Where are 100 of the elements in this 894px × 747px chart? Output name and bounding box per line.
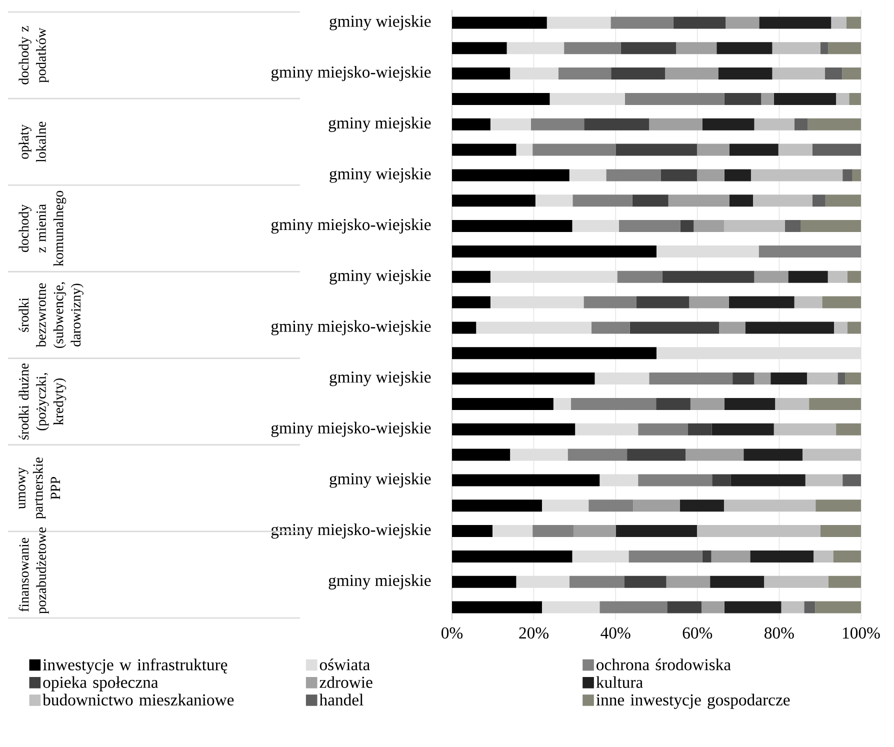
bar: [649, 372, 733, 385]
text: środki bezzwrotne (subwencje, darowizny): [18, 282, 84, 348]
bar: [745, 322, 834, 334]
bar: [575, 423, 638, 436]
bar: [847, 322, 861, 334]
bar: [744, 448, 803, 461]
legend-label: handel: [319, 694, 364, 706]
x-tick-label: 40%: [600, 627, 630, 639]
bar: [569, 576, 624, 588]
bar: [689, 296, 729, 308]
bar: [845, 372, 861, 385]
bar: [772, 42, 820, 54]
bar: [732, 372, 754, 385]
bar: [753, 194, 812, 207]
bar: [828, 576, 861, 588]
y-tick-label: gminy wiejskie: [330, 269, 431, 284]
bar: [572, 550, 629, 562]
bar: [452, 550, 572, 562]
bar: [490, 296, 584, 308]
bar: [696, 144, 730, 156]
bar: [530, 118, 584, 130]
bar: [656, 245, 759, 258]
bar: [729, 194, 754, 207]
bar: [666, 576, 710, 588]
bar: [492, 525, 533, 538]
legend-label: inne inwestycje gospodarcze: [596, 694, 790, 709]
bar: [452, 42, 507, 54]
bar: [452, 245, 656, 258]
bar: [476, 322, 592, 334]
bar: [620, 42, 676, 54]
bar: [452, 220, 572, 232]
bar: [624, 576, 666, 588]
legend-label: ochrona środowiska: [596, 658, 731, 670]
bar: [571, 398, 656, 410]
bar: [805, 474, 843, 486]
bar: [816, 500, 861, 512]
bar: [807, 372, 838, 385]
bar: [847, 270, 861, 283]
bar: [754, 118, 794, 130]
bar: [638, 423, 688, 436]
bar: [701, 601, 724, 614]
bar: [784, 220, 801, 232]
bar: [594, 372, 650, 385]
bar: [724, 500, 816, 512]
bar: [809, 398, 861, 410]
legend-label: oświata: [320, 658, 370, 670]
bar: [452, 194, 536, 207]
bar: [572, 220, 619, 232]
bar: [842, 169, 852, 182]
bar: [452, 474, 600, 486]
bar: [812, 144, 861, 156]
bar: [712, 474, 731, 486]
bar: [680, 220, 694, 232]
bar: [452, 169, 570, 182]
bar: [676, 42, 717, 54]
y-tick-label: gminy miejskie: [328, 116, 431, 132]
bar: [724, 601, 782, 614]
bar: [542, 500, 589, 512]
bar: [668, 194, 730, 207]
bar: [452, 296, 490, 308]
bar: [633, 500, 680, 512]
x-tick-label: 60%: [682, 627, 712, 639]
bar: [688, 423, 712, 436]
bar: [665, 68, 718, 80]
bar: [836, 92, 850, 105]
bar: [729, 144, 778, 156]
bar: [452, 423, 576, 436]
bar: [802, 448, 861, 461]
legend-label: inwestycje w infrastrukturę: [42, 658, 228, 674]
bar: [696, 525, 820, 538]
bar: [726, 16, 760, 29]
bar: [781, 601, 804, 614]
bar: [542, 601, 600, 614]
bar: [775, 398, 810, 410]
bar: [761, 92, 774, 105]
bar: [770, 372, 807, 385]
bar: [616, 144, 697, 156]
bar: [584, 296, 636, 308]
text: opłaty lokalne: [18, 122, 46, 162]
bar: [516, 576, 570, 588]
bar: [617, 270, 662, 283]
bar: [825, 68, 842, 80]
bar: [516, 144, 533, 156]
bar: [724, 220, 785, 232]
bar: [800, 220, 861, 232]
bar: [452, 448, 510, 461]
legend-label: kultura: [596, 676, 643, 688]
legend-label: opieka społeczna: [43, 676, 158, 692]
bar: [452, 118, 490, 130]
bar: [452, 144, 516, 156]
bar: [510, 68, 558, 80]
x-tick-label: 0%: [442, 627, 463, 639]
text: dochody z mienia komunalnego: [18, 190, 66, 266]
bar: [690, 398, 724, 410]
bar: [452, 322, 476, 334]
bar: [702, 550, 712, 562]
bar: [750, 550, 814, 562]
y-tick-label: gminy wiejskie: [330, 370, 431, 386]
bar: [606, 169, 661, 182]
bar: [774, 423, 836, 436]
